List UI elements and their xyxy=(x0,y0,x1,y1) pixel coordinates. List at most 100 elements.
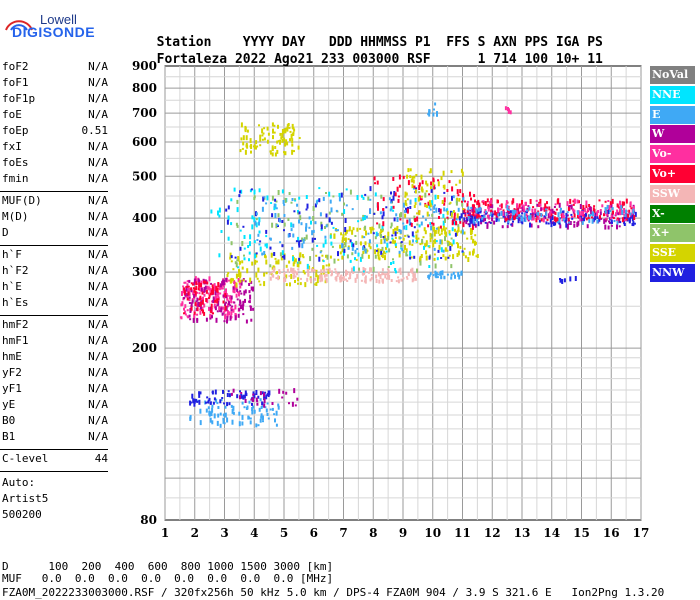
echo-point-sse xyxy=(461,171,464,177)
param-row-hf2: h`F2 N/A xyxy=(2,264,108,280)
echo-point-ssw xyxy=(269,272,272,275)
echo-point-nnw xyxy=(633,222,636,225)
echo-point-sse xyxy=(289,130,292,133)
echo-point-nne xyxy=(270,202,273,204)
echo-point-nne xyxy=(251,224,254,230)
param-row-b0: B0 N/A xyxy=(2,414,108,430)
echo-point-vo xyxy=(192,283,194,286)
echo-point-w xyxy=(225,277,228,282)
echo-point-nnw xyxy=(314,203,317,208)
echo-point-e xyxy=(255,423,258,428)
echo-point-e xyxy=(557,212,560,218)
echo-point-e xyxy=(266,413,269,416)
echo-point-nne xyxy=(324,239,327,245)
echo-point-nne xyxy=(281,250,284,256)
echo-point-w xyxy=(530,223,533,228)
echo-point-nnw xyxy=(261,391,264,395)
echo-point-vo xyxy=(199,304,202,306)
echo-point-nne xyxy=(253,240,256,244)
echo-point-vo xyxy=(443,197,446,203)
echo-point-nnw xyxy=(340,192,343,198)
echo-point-sse xyxy=(271,122,274,127)
echo-point-sse xyxy=(462,251,465,256)
echo-point-sse xyxy=(259,134,262,137)
echo-point-vo xyxy=(397,198,400,203)
echo-point-nne xyxy=(428,265,431,268)
echo-point-ssw xyxy=(381,268,384,272)
echo-point-ssw xyxy=(282,268,285,271)
echo-point-nnw xyxy=(372,232,375,235)
echo-point-vo xyxy=(581,210,584,216)
echo-point-w xyxy=(225,301,228,304)
echo-point-nnw xyxy=(619,221,622,224)
echo-point-nnw xyxy=(524,210,527,213)
param-value: N/A xyxy=(88,226,108,239)
echo-point-vo xyxy=(599,209,602,211)
echo-point-vo xyxy=(239,285,242,289)
echo-point-nne xyxy=(357,252,360,257)
echo-point-vo xyxy=(186,280,189,283)
echo-point-sse xyxy=(474,240,476,246)
echo-point-vo xyxy=(532,206,535,209)
echo-point-sse xyxy=(315,282,318,286)
echo-point-e xyxy=(442,249,445,253)
echo-point-ssw xyxy=(362,272,364,276)
echo-point-e xyxy=(308,226,311,229)
echo-point-e xyxy=(432,112,435,117)
panel-divider xyxy=(0,471,108,472)
echo-point-e xyxy=(428,110,431,114)
echo-point-w xyxy=(248,300,251,304)
echo-point-sse xyxy=(426,211,429,217)
echo-point-e xyxy=(379,211,382,215)
echo-point-w xyxy=(220,307,223,313)
echo-point-sse xyxy=(437,195,440,199)
echo-point-vo xyxy=(217,282,220,287)
echo-point-e xyxy=(581,220,584,225)
echo-point-w xyxy=(212,300,215,303)
echo-point-w xyxy=(244,280,247,283)
echo-point-sse xyxy=(261,138,264,141)
echo-point-sse xyxy=(288,126,291,129)
echo-point-e xyxy=(292,223,295,228)
echo-point-vo xyxy=(205,289,208,294)
echo-point-nne xyxy=(352,266,355,272)
echo-point-ssw xyxy=(407,274,410,277)
echo-point-vo xyxy=(572,208,575,212)
echo-point-e xyxy=(399,229,402,234)
echo-point-w xyxy=(250,318,253,322)
echo-point-sse xyxy=(315,254,318,257)
echo-point-w xyxy=(219,310,222,313)
echo-point-ssw xyxy=(310,268,313,273)
echo-point-vo xyxy=(598,199,601,202)
echo-point-vo xyxy=(222,300,225,304)
echo-point-w xyxy=(263,398,266,404)
echo-point-ssw xyxy=(292,267,295,273)
echo-point-ssw xyxy=(291,268,294,274)
echo-point-sse xyxy=(325,254,327,258)
echo-point-nne xyxy=(381,225,384,231)
echo-point-sse xyxy=(425,242,428,247)
echo-point-e xyxy=(408,218,411,223)
echo-point-e xyxy=(337,229,339,232)
echo-point-e xyxy=(251,409,254,415)
echo-point-w xyxy=(230,392,233,396)
echo-point-ssw xyxy=(362,267,365,272)
echo-point-ssw xyxy=(375,274,378,279)
param-row-hes: h`Es N/A xyxy=(2,296,108,312)
echo-point-sse xyxy=(410,256,413,259)
echo-point-vo xyxy=(486,214,489,218)
echo-point-nnw xyxy=(565,213,568,217)
echo-point-w xyxy=(204,285,207,290)
echo-point-w xyxy=(250,398,253,401)
echo-point-nnw xyxy=(571,216,574,220)
echo-point-ssw xyxy=(410,268,413,273)
echo-point-nnw xyxy=(209,401,212,404)
echo-point-sse xyxy=(335,228,337,230)
echo-point-vo xyxy=(194,290,197,296)
echo-point-sse xyxy=(256,145,259,148)
echo-point-e xyxy=(238,421,241,427)
echo-point-vo xyxy=(209,292,212,296)
echo-point-vo xyxy=(630,207,633,210)
echo-point-x xyxy=(271,222,274,228)
echo-point-w xyxy=(506,214,509,220)
